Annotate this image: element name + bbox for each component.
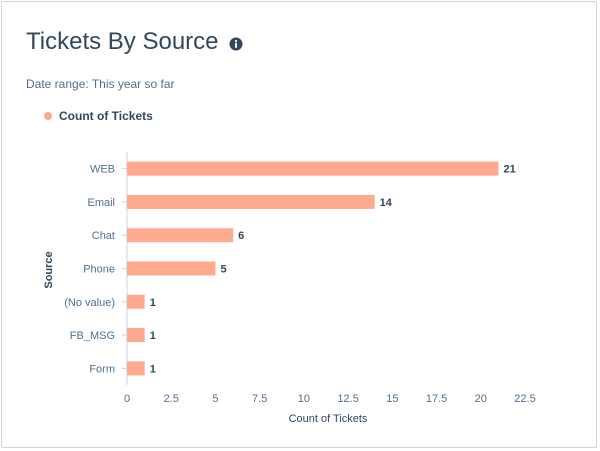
report-title: Tickets By Source — [26, 28, 243, 56]
x-tick-label: 20 — [475, 393, 487, 405]
bar[interactable] — [127, 261, 216, 276]
data-label: 5 — [220, 264, 226, 276]
chart-legend[interactable]: Count of Tickets — [44, 109, 153, 123]
y-tick-label: (No value) — [64, 297, 115, 309]
report-title-text: Tickets By Source — [26, 28, 219, 55]
legend-swatch-icon — [44, 112, 52, 120]
x-tick-label: 12.5 — [337, 393, 358, 405]
y-tick-label: Phone — [83, 264, 115, 276]
y-tick-label: Form — [89, 363, 115, 375]
data-label: 14 — [380, 197, 393, 209]
bar[interactable] — [127, 294, 145, 309]
data-label: 1 — [150, 330, 156, 342]
x-tick-label: 17.5 — [426, 393, 447, 405]
y-tick-label: Email — [87, 197, 115, 209]
x-tick-label: 2.5 — [164, 393, 179, 405]
data-label: 1 — [150, 363, 156, 375]
x-axis-title: Count of Tickets — [289, 413, 368, 425]
data-label: 21 — [503, 164, 515, 176]
x-tick-label: 7.5 — [252, 393, 267, 405]
bar[interactable] — [127, 161, 499, 176]
x-tick-label: 22.5 — [514, 393, 535, 405]
date-range-label: Date range: This year so far — [26, 77, 175, 91]
x-tick-label: 10 — [298, 393, 310, 405]
y-tick-label: Chat — [92, 230, 115, 242]
bar[interactable] — [127, 194, 375, 209]
bar[interactable] — [127, 228, 234, 243]
y-tick-label: WEB — [90, 164, 115, 176]
data-label: 6 — [238, 230, 244, 242]
legend-label: Count of Tickets — [59, 109, 153, 123]
x-tick-label: 15 — [386, 393, 398, 405]
bar[interactable] — [127, 361, 145, 376]
y-tick-label: FB_MSG — [70, 330, 115, 342]
x-tick-label: 0 — [124, 393, 130, 405]
info-circle-icon[interactable] — [229, 37, 243, 51]
y-axis-title: Source — [43, 251, 55, 288]
x-tick-label: 5 — [212, 393, 218, 405]
data-label: 1 — [150, 297, 156, 309]
bar[interactable] — [127, 328, 145, 343]
